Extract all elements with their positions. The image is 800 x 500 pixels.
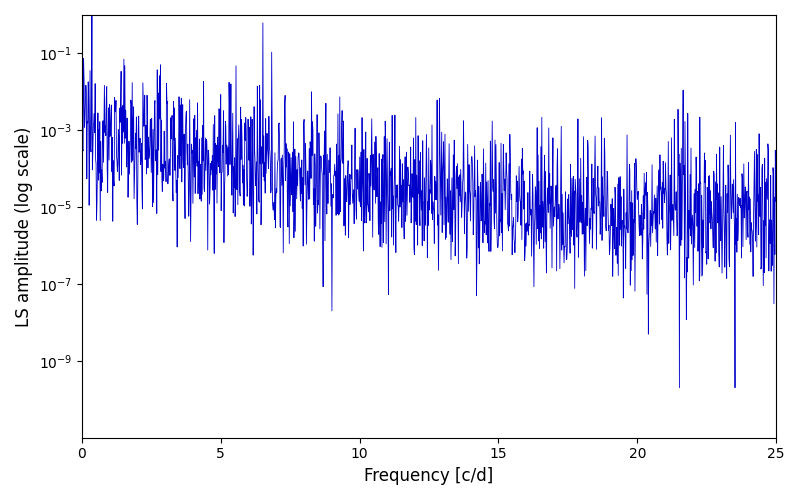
Y-axis label: LS amplitude (log scale): LS amplitude (log scale) — [15, 126, 33, 326]
X-axis label: Frequency [c/d]: Frequency [c/d] — [364, 467, 494, 485]
